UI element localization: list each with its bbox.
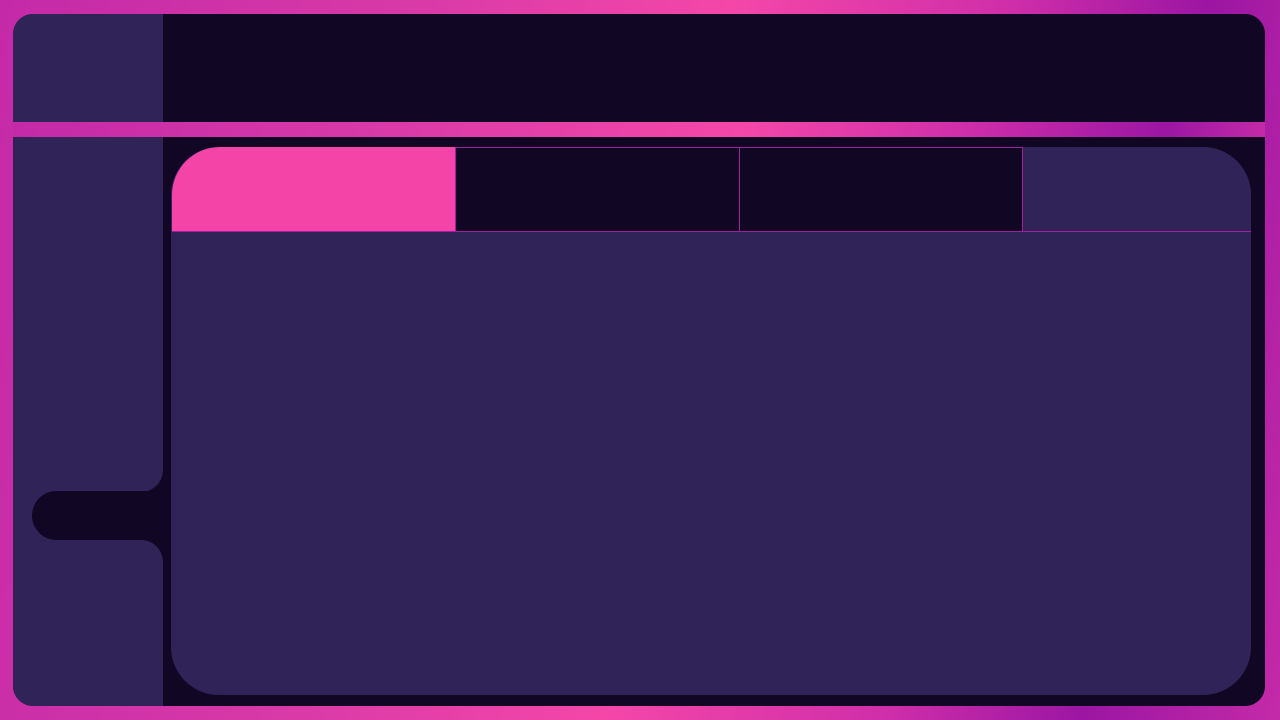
main-panel — [171, 147, 1251, 695]
header-bar — [163, 14, 1265, 122]
header-divider — [13, 122, 1265, 137]
tab-1[interactable] — [172, 147, 455, 231]
panel-body — [171, 232, 1251, 695]
tab-2[interactable] — [455, 147, 739, 231]
tab-bar — [172, 147, 1251, 232]
sidebar-selected-item[interactable] — [32, 491, 163, 540]
tab-4[interactable] — [1023, 147, 1251, 231]
sidebar — [13, 14, 163, 706]
tab-3[interactable] — [739, 147, 1023, 231]
app-window — [13, 14, 1265, 706]
